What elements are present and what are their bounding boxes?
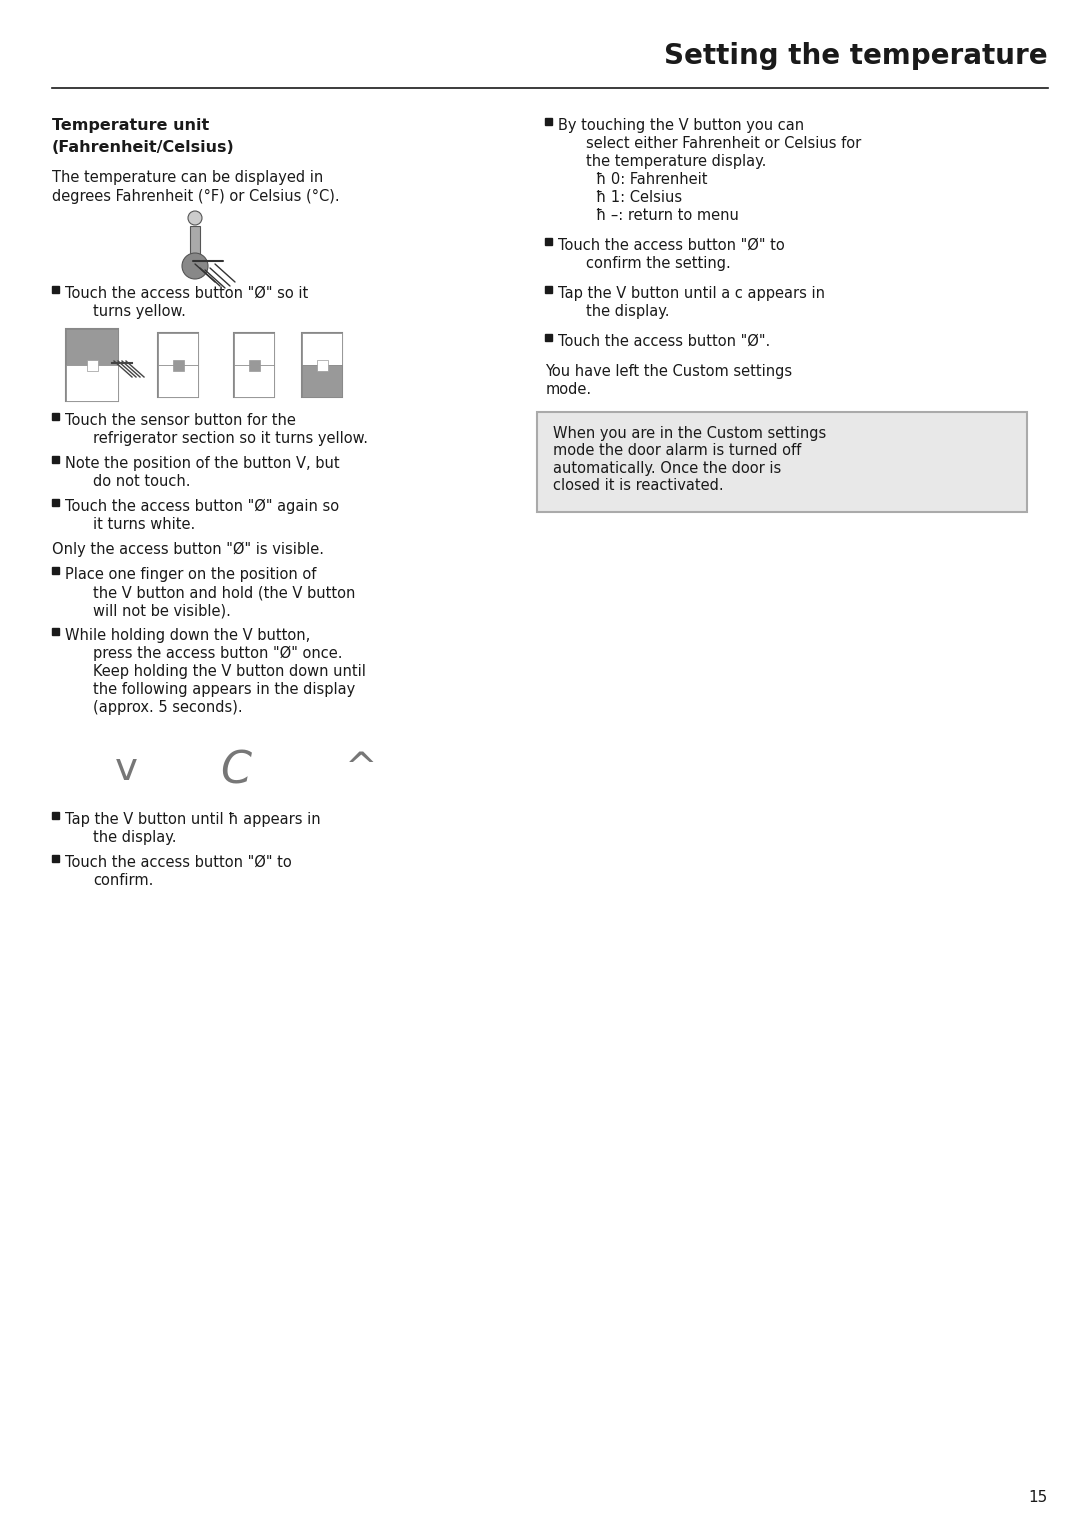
Text: ^: ^ bbox=[345, 751, 378, 787]
Text: the following appears in the display: the following appears in the display bbox=[93, 682, 355, 697]
Bar bbox=[545, 335, 552, 341]
Text: Only the access button "Ø" is visible.: Only the access button "Ø" is visible. bbox=[52, 541, 324, 557]
Bar bbox=[86, 359, 97, 370]
Bar bbox=[66, 365, 118, 401]
Text: Note the position of the button V, but: Note the position of the button V, but bbox=[65, 456, 339, 471]
Text: You have left the Custom settings: You have left the Custom settings bbox=[545, 364, 793, 379]
Text: Touch the access button "Ø" again so: Touch the access button "Ø" again so bbox=[65, 498, 339, 514]
Circle shape bbox=[188, 211, 202, 225]
Bar bbox=[52, 628, 58, 635]
Text: Setting the temperature: Setting the temperature bbox=[664, 41, 1048, 70]
Circle shape bbox=[183, 252, 208, 278]
Bar bbox=[545, 286, 552, 294]
Text: ħ 0: Fahrenheit: ħ 0: Fahrenheit bbox=[596, 171, 708, 187]
Bar bbox=[173, 359, 184, 370]
Bar bbox=[52, 812, 58, 820]
Bar bbox=[538, 411, 1027, 512]
Bar bbox=[316, 359, 327, 370]
Bar bbox=[234, 365, 274, 398]
Bar bbox=[248, 359, 259, 370]
Text: Temperature unit: Temperature unit bbox=[52, 118, 210, 133]
Text: ħ 1: Celsius: ħ 1: Celsius bbox=[596, 190, 683, 205]
Text: degrees Fahrenheit (°F) or Celsius (°C).: degrees Fahrenheit (°F) or Celsius (°C). bbox=[52, 190, 339, 203]
Bar bbox=[158, 365, 198, 398]
Bar bbox=[302, 365, 342, 398]
Text: turns yellow.: turns yellow. bbox=[93, 304, 186, 320]
Text: Touch the access button "Ø".: Touch the access button "Ø". bbox=[558, 333, 771, 349]
Text: v: v bbox=[114, 751, 138, 787]
Bar bbox=[66, 329, 118, 401]
Bar bbox=[66, 329, 118, 365]
Text: Touch the sensor button for the: Touch the sensor button for the bbox=[65, 413, 296, 428]
Bar bbox=[52, 855, 58, 862]
Text: the display.: the display. bbox=[586, 304, 670, 320]
Text: The temperature can be displayed in: The temperature can be displayed in bbox=[52, 170, 323, 185]
Text: select either Fahrenheit or Celsius for: select either Fahrenheit or Celsius for bbox=[586, 136, 862, 151]
Bar bbox=[52, 413, 58, 420]
Text: it turns white.: it turns white. bbox=[93, 517, 195, 532]
Text: Touch the access button "Ø" to: Touch the access button "Ø" to bbox=[65, 855, 292, 870]
Bar bbox=[234, 333, 274, 398]
Text: refrigerator section so it turns yellow.: refrigerator section so it turns yellow. bbox=[93, 431, 368, 446]
Bar bbox=[302, 333, 342, 365]
Bar bbox=[52, 286, 58, 294]
Bar bbox=[158, 333, 198, 398]
Text: Touch the access button "Ø" to: Touch the access button "Ø" to bbox=[558, 239, 785, 252]
Text: (approx. 5 seconds).: (approx. 5 seconds). bbox=[93, 700, 243, 716]
Bar bbox=[234, 333, 274, 365]
Text: mode.: mode. bbox=[545, 382, 592, 398]
Text: press the access button "Ø" once.: press the access button "Ø" once. bbox=[93, 645, 342, 662]
Bar bbox=[302, 333, 342, 398]
Text: Place one finger on the position of: Place one finger on the position of bbox=[65, 567, 316, 583]
Text: do not touch.: do not touch. bbox=[93, 474, 190, 489]
Text: 15: 15 bbox=[1029, 1489, 1048, 1505]
Text: Tap the V button until ħ appears in: Tap the V button until ħ appears in bbox=[65, 812, 321, 827]
Text: Touch the access button "Ø" so it: Touch the access button "Ø" so it bbox=[65, 286, 308, 301]
Text: Tap the V button until a c appears in: Tap the V button until a c appears in bbox=[558, 286, 825, 301]
Text: While holding down the V button,: While holding down the V button, bbox=[65, 628, 310, 644]
Bar bbox=[52, 456, 58, 463]
Bar bbox=[545, 118, 552, 125]
Text: the temperature display.: the temperature display. bbox=[586, 154, 767, 170]
Text: ħ –: return to menu: ħ –: return to menu bbox=[596, 208, 740, 223]
Text: will not be visible).: will not be visible). bbox=[93, 602, 231, 618]
Bar bbox=[158, 333, 198, 365]
Text: Keep holding the V button down until: Keep holding the V button down until bbox=[93, 664, 366, 679]
Text: confirm the setting.: confirm the setting. bbox=[586, 255, 731, 271]
Bar bbox=[545, 239, 552, 245]
Text: (Fahrenheit/Celsius): (Fahrenheit/Celsius) bbox=[52, 141, 234, 154]
Text: When you are in the Custom settings
mode the door alarm is turned off
automatica: When you are in the Custom settings mode… bbox=[553, 427, 826, 494]
Text: confirm.: confirm. bbox=[93, 873, 153, 888]
Text: the display.: the display. bbox=[93, 830, 176, 846]
Bar bbox=[52, 498, 58, 506]
Text: C: C bbox=[220, 751, 252, 794]
Text: By touching the V button you can: By touching the V button you can bbox=[558, 118, 805, 133]
Bar bbox=[190, 226, 200, 271]
Bar bbox=[52, 567, 58, 575]
Text: the V button and hold (the V button: the V button and hold (the V button bbox=[93, 586, 355, 599]
